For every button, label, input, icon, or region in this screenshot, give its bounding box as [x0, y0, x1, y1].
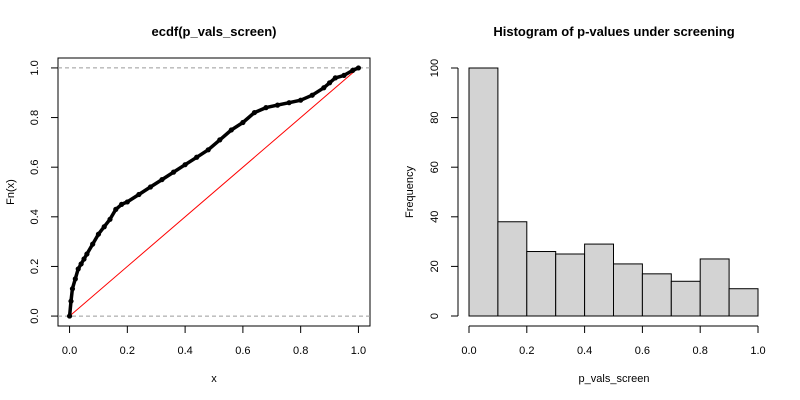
- ecdf-point: [81, 256, 87, 262]
- ecdf-point: [124, 199, 130, 205]
- histogram-bar: [468, 67, 499, 317]
- ecdf-x-label: x: [211, 373, 217, 385]
- histogram-y-tick-label: 80: [429, 111, 441, 123]
- histogram-x-tick-label: 0.2: [519, 345, 534, 357]
- ecdf-point: [90, 241, 96, 247]
- histogram-bar: [526, 251, 557, 317]
- histogram-y-tick-label: 100: [429, 59, 441, 77]
- ecdf-point: [341, 72, 347, 78]
- ecdf-point: [309, 92, 315, 98]
- ecdf-series: [66, 65, 362, 319]
- ecdf-point: [95, 231, 102, 237]
- ecdf-y-tick-label: 1.0: [29, 60, 41, 75]
- ecdf-y-tick-label: 0.6: [29, 160, 41, 175]
- ecdf-point: [321, 85, 327, 91]
- ecdf-point: [228, 127, 234, 133]
- ecdf-point: [217, 137, 223, 143]
- ecdf-y-axis: 0.0 0.2 0.4 0.6 0.8 1.0: [29, 60, 58, 324]
- histogram-x-tick-label: 1.0: [750, 345, 765, 357]
- ecdf-point: [205, 147, 211, 153]
- ecdf-point: [350, 67, 356, 74]
- histogram-bar: [555, 253, 586, 317]
- histogram-bar: [699, 258, 730, 317]
- histogram-x-label: p_vals_screen: [579, 373, 650, 385]
- histogram-bar: [613, 263, 643, 317]
- ecdf-point: [136, 191, 142, 198]
- ecdf-x-tick-label: 0.8: [293, 345, 308, 357]
- ecdf-y-tick-label: 0.4: [29, 209, 41, 224]
- histogram-y-label: Frequency: [404, 166, 416, 218]
- ecdf-x-tick-label: 1.0: [351, 345, 366, 357]
- ecdf-point: [75, 266, 81, 272]
- ecdf-point: [107, 216, 113, 222]
- ecdf-point: [72, 276, 78, 282]
- ecdf-point: [147, 184, 154, 190]
- ecdf-point: [286, 100, 292, 106]
- ecdf-x-tick-label: 0.4: [177, 345, 192, 357]
- histogram-x-tick-label: 0.4: [577, 345, 592, 357]
- histogram-x-tick-label: 0.8: [693, 345, 708, 357]
- ecdf-point: [263, 105, 269, 111]
- ecdf-diagonal-line: [69, 67, 359, 317]
- histogram-x-axis: 0.0 0.2 0.4 0.6 0.8 1.0: [461, 325, 766, 357]
- ecdf-point: [101, 224, 107, 230]
- histogram-y-tick-label: 20: [429, 260, 441, 272]
- histogram-bar: [641, 273, 672, 317]
- histogram-bar: [497, 221, 528, 317]
- histogram-x-tick-label: 0.6: [635, 345, 650, 357]
- ecdf-point: [332, 75, 338, 81]
- ecdf-point: [251, 109, 258, 116]
- ecdf-point: [355, 65, 362, 71]
- histogram-y-tick-label: 40: [429, 211, 441, 223]
- ecdf-plot-box: [57, 57, 371, 327]
- histogram-x-tick-label: 0.0: [461, 345, 476, 357]
- ecdf-y-tick-label: 0.8: [29, 110, 41, 125]
- ecdf-y-label: Fn(x): [5, 179, 17, 205]
- ecdf-point: [194, 154, 200, 160]
- ecdf-title: ecdf(p_vals_screen): [151, 24, 276, 39]
- ecdf-point: [69, 286, 76, 292]
- ecdf-point: [159, 176, 165, 183]
- ecdf-point: [274, 102, 281, 108]
- ecdf-x-tick-label: 0.6: [235, 345, 250, 357]
- ecdf-point: [118, 201, 125, 208]
- histogram-plot: Histogram of p-values under screening 0.…: [404, 24, 766, 385]
- ecdf-point: [240, 119, 246, 126]
- histogram-y-tick-label: 60: [429, 161, 441, 173]
- ecdf-point: [66, 313, 73, 319]
- ecdf-point: [68, 298, 74, 304]
- ecdf-plot: ecdf(p_vals_screen) 0.0 0.2 0.4 0.6 0.8 1.0 0…: [5, 24, 371, 385]
- ecdf-x-tick-label: 0.2: [120, 345, 135, 357]
- histogram-bar: [728, 288, 759, 317]
- ecdf-point: [298, 97, 304, 103]
- ecdf-x-axis: 0.0 0.2 0.4 0.6 0.8 1.0: [62, 326, 366, 357]
- histogram-bar: [670, 280, 701, 317]
- ecdf-reference-hlines: [58, 67, 370, 317]
- ecdf-y-tick-label: 0.0: [29, 308, 41, 323]
- ecdf-point: [170, 169, 177, 175]
- ecdf-point: [78, 261, 84, 267]
- ecdf-y-tick-label: 0.2: [29, 259, 41, 274]
- ecdf-point: [113, 206, 119, 212]
- histogram-y-axis: 0 20 40 60 80 100: [429, 59, 459, 319]
- histogram-bar: [584, 243, 614, 317]
- ecdf-x-tick-label: 0.0: [62, 345, 77, 357]
- ecdf-point: [326, 80, 333, 86]
- histogram-bars: [468, 67, 759, 317]
- histogram-title: Histogram of p-values under screening: [493, 24, 734, 39]
- ecdf-point: [84, 251, 90, 257]
- ecdf-point: [182, 162, 188, 168]
- histogram-y-tick-label: 0: [429, 313, 441, 319]
